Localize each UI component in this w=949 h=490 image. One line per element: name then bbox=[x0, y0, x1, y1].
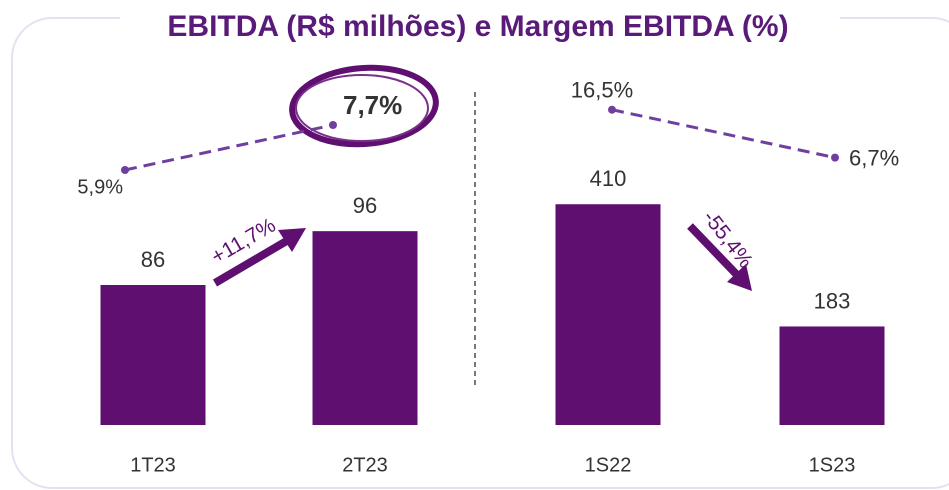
bar bbox=[555, 204, 661, 425]
value-label: 86 bbox=[141, 247, 165, 272]
margin-point bbox=[121, 166, 129, 174]
margin-point bbox=[608, 105, 616, 114]
title-backdrop bbox=[120, 6, 840, 48]
value-label: 96 bbox=[353, 193, 377, 218]
x-tick-label: 2T23 bbox=[342, 454, 388, 476]
margin-label: 5,9% bbox=[77, 176, 123, 198]
highlight-circle bbox=[289, 64, 439, 148]
arrow-head bbox=[278, 228, 306, 252]
margin-label: 7,7% bbox=[343, 90, 402, 120]
margin-label: 16,5% bbox=[571, 78, 633, 103]
margin-line bbox=[124, 123, 334, 172]
margin-point bbox=[329, 121, 337, 129]
x-tick-label: 1S23 bbox=[809, 454, 856, 476]
bar bbox=[100, 285, 206, 425]
highlight-circle bbox=[295, 74, 429, 142]
value-label: 183 bbox=[814, 288, 851, 313]
margin-label: 6,7% bbox=[849, 145, 899, 170]
margin-line bbox=[611, 108, 836, 160]
bar bbox=[312, 231, 418, 425]
value-label: 410 bbox=[590, 166, 627, 191]
x-tick-label: 1S22 bbox=[585, 454, 632, 476]
chart-title: EBITDA (R$ milhões) e Margem EBITDA (%) bbox=[167, 10, 788, 43]
margin-point bbox=[831, 153, 839, 162]
x-tick-label: 1T23 bbox=[130, 454, 176, 476]
arrow-up bbox=[212, 235, 293, 287]
arrow-down bbox=[687, 223, 743, 281]
arrow-head bbox=[727, 264, 752, 291]
change-annotation: +11,7% bbox=[207, 214, 279, 269]
bar bbox=[779, 326, 885, 425]
